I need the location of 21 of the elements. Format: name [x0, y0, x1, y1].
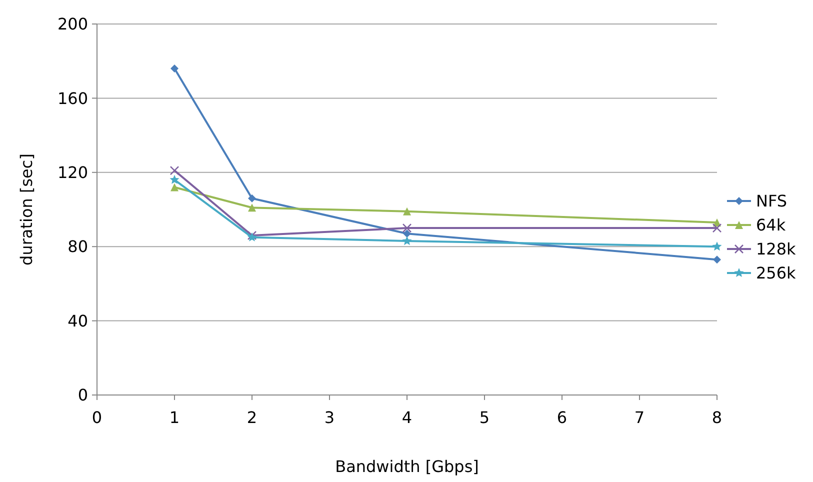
- x-tick-label: 4: [402, 408, 412, 427]
- y-tick-label: 200: [57, 14, 88, 34]
- legend-label: 128k: [756, 240, 797, 259]
- x-tick-label: 7: [634, 408, 645, 427]
- x-tick-label: 0: [92, 408, 102, 427]
- x-tick-label: 2: [246, 408, 258, 427]
- x-tick-label: 1: [169, 408, 180, 427]
- x-tick-label: 8: [712, 408, 722, 427]
- x-axis-title: Bandwidth [Gbps]: [335, 457, 479, 476]
- legend-label: NFS: [756, 192, 788, 211]
- y-axis-title: duration [sec]: [17, 154, 36, 266]
- y-tick-label: 40: [68, 311, 88, 330]
- y-tick-label: 160: [57, 88, 88, 108]
- x-tick-label: 6: [556, 408, 568, 427]
- y-tick-label: 0: [78, 386, 88, 405]
- x-tick-label: 5: [479, 408, 490, 427]
- legend-label: 256k: [756, 264, 797, 283]
- y-tick-label: 120: [57, 163, 88, 182]
- y-tick-label: 80: [68, 237, 88, 256]
- x-tick-label: 3: [324, 408, 335, 427]
- legend-label: 64k: [756, 216, 786, 235]
